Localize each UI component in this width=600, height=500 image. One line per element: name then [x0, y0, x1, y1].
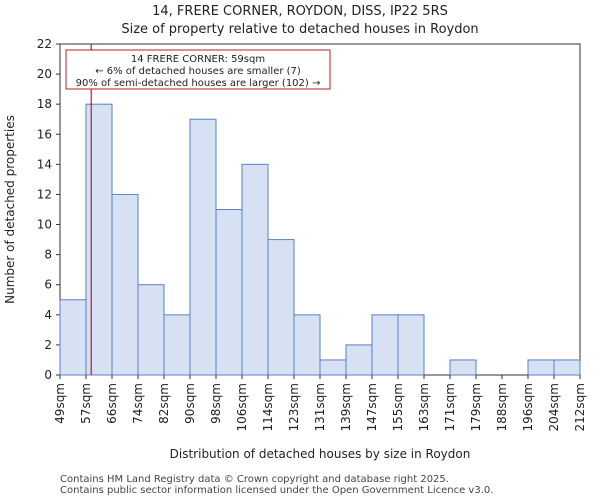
- annotation-line: 90% of semi-detached houses are larger (…: [76, 78, 321, 89]
- bar: [163, 314, 191, 376]
- bar: [189, 118, 217, 376]
- y-tick-label: 8: [44, 248, 52, 262]
- x-tick-label: 57sqm: [79, 383, 93, 424]
- x-tick-label: 66sqm: [105, 383, 119, 424]
- x-tick-label: 74sqm: [131, 383, 145, 424]
- bar: [137, 284, 165, 376]
- y-tick-label: 20: [37, 67, 52, 81]
- y-tick-label: 16: [37, 127, 52, 141]
- bar: [553, 359, 581, 376]
- bar: [371, 314, 399, 376]
- footer-line1: Contains HM Land Registry data © Crown c…: [60, 474, 449, 485]
- annotation-line: 14 FRERE CORNER: 59sqm: [131, 54, 265, 65]
- x-tick-label: 155sqm: [391, 383, 405, 431]
- x-tick-label: 171sqm: [443, 383, 457, 431]
- footer-line2: Contains public sector information licen…: [60, 485, 494, 496]
- y-axis-label: Number of detached properties: [3, 115, 17, 304]
- y-tick-label: 0: [44, 368, 52, 382]
- x-tick-label: 106sqm: [235, 383, 249, 431]
- bar: [527, 359, 555, 376]
- bar: [267, 239, 295, 376]
- x-tick-label: 147sqm: [365, 383, 379, 431]
- x-tick-label: 179sqm: [469, 383, 483, 431]
- y-tick-label: 10: [37, 218, 52, 232]
- bar: [215, 209, 243, 376]
- y-tick-label: 2: [44, 338, 52, 352]
- x-tick-label: 49sqm: [53, 383, 67, 424]
- annotation-box: [65, 49, 331, 90]
- bar: [85, 103, 113, 376]
- bar: [449, 359, 477, 376]
- x-tick-label: 114sqm: [261, 383, 275, 431]
- x-tick-label: 212sqm: [573, 383, 587, 431]
- y-tick-label: 4: [44, 308, 52, 322]
- x-tick-label: 188sqm: [495, 383, 509, 431]
- x-tick-label: 90sqm: [183, 383, 197, 424]
- x-tick-label: 204sqm: [547, 383, 561, 431]
- chart-title-line1: 14, FRERE CORNER, ROYDON, DISS, IP22 5RS: [152, 4, 448, 19]
- y-tick-label: 22: [37, 37, 52, 51]
- x-tick-label: 139sqm: [339, 383, 353, 431]
- chart-title-line2: Size of property relative to detached ho…: [121, 22, 479, 37]
- x-tick-label: 131sqm: [313, 383, 327, 431]
- bar: [241, 163, 269, 376]
- y-tick-label: 18: [37, 97, 52, 111]
- y-tick-label: 6: [44, 278, 52, 292]
- x-tick-label: 196sqm: [521, 383, 535, 431]
- bar: [319, 359, 347, 376]
- bar: [345, 344, 373, 376]
- bar: [397, 314, 425, 376]
- x-axis-label: Distribution of detached houses by size …: [170, 447, 471, 461]
- annotation-line: ← 6% of detached houses are smaller (7): [95, 66, 301, 77]
- x-tick-label: 163sqm: [417, 383, 431, 431]
- x-tick-label: 123sqm: [287, 383, 301, 431]
- y-tick-label: 14: [37, 157, 52, 171]
- bar: [111, 193, 139, 376]
- y-tick-label: 12: [37, 187, 52, 201]
- bar: [59, 299, 87, 376]
- x-tick-label: 82sqm: [157, 383, 171, 424]
- bar: [293, 314, 321, 376]
- x-tick-label: 98sqm: [209, 383, 223, 424]
